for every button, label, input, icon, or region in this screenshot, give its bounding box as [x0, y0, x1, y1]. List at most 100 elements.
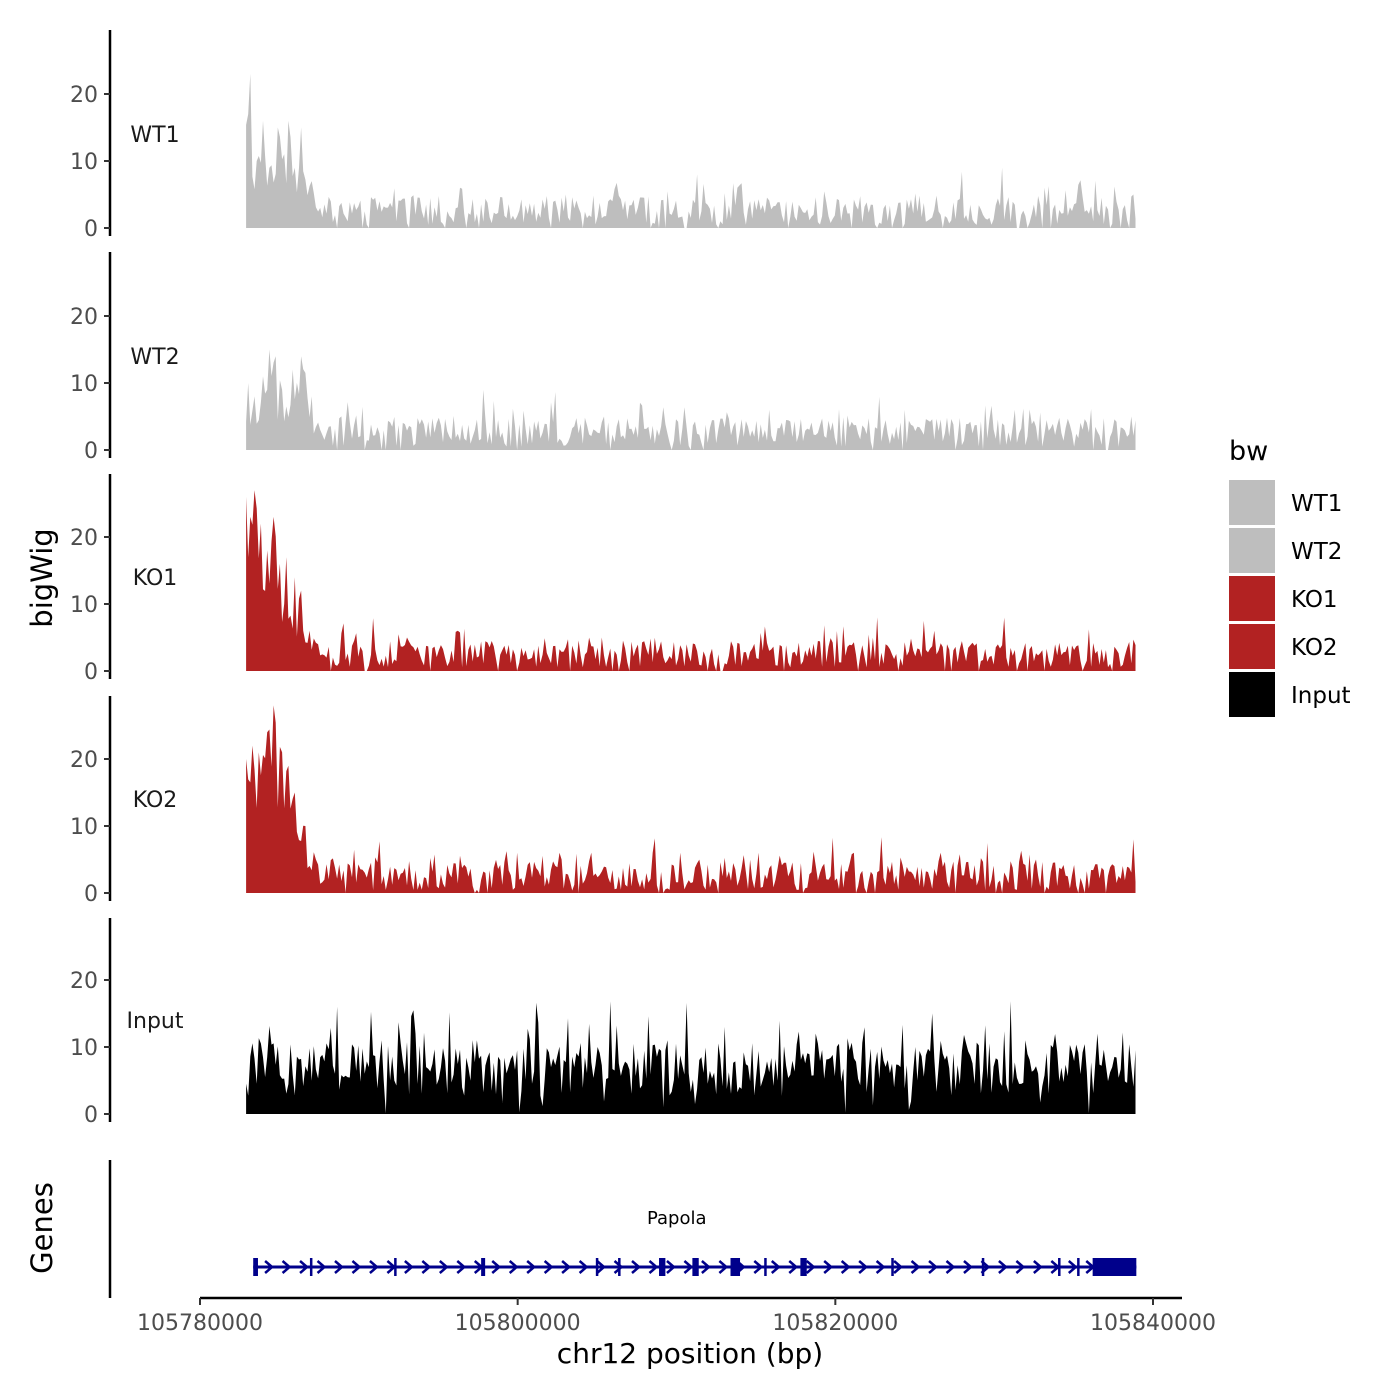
y-tick-label: 20	[70, 748, 98, 773]
strand-arrow	[543, 1260, 554, 1274]
strand-arrow	[526, 1260, 537, 1274]
y-tick-label: 0	[84, 882, 98, 907]
y-tick-label: 20	[70, 969, 98, 994]
legend-label-input: Input	[1291, 683, 1351, 709]
strand-arrow	[456, 1260, 467, 1274]
y-tick-label: 20	[70, 83, 98, 108]
strand-arrow	[666, 1260, 676, 1274]
gene-track-panel: Papola	[108, 1160, 1137, 1298]
x-axis: 105780000 105800000 105820000 105840000	[137, 1296, 1216, 1336]
exon-block	[481, 1258, 486, 1276]
x-tick-label: 105800000	[455, 1311, 581, 1336]
strand-arrow	[334, 1260, 344, 1274]
y-tick-label: 20	[70, 526, 98, 551]
panel-wt1: 0 10 20 WT1	[70, 30, 1136, 242]
strand-arrow	[701, 1260, 711, 1274]
strand-arrow	[351, 1260, 362, 1274]
genes-axis-title: Genes	[25, 1182, 59, 1274]
strand-arrow	[683, 1260, 694, 1274]
strand-arrow	[858, 1260, 869, 1274]
strand-arrow	[1015, 1260, 1026, 1274]
signal-area-input	[246, 1001, 1136, 1114]
legend-label-ko2: KO2	[1291, 635, 1338, 661]
exon-block	[659, 1258, 666, 1276]
legend: bw WT1 WT2 KO1 KO2 Input	[1229, 436, 1351, 717]
exon-block	[1092, 1258, 1137, 1276]
x-axis-title: chr12 position (bp)	[557, 1337, 823, 1370]
signal-area-ko2	[246, 705, 1136, 893]
y-tick-label: 0	[84, 217, 98, 242]
strand-arrow	[508, 1260, 519, 1274]
strand-arrow	[631, 1260, 641, 1274]
strand-arrow	[438, 1260, 449, 1274]
strand-arrow	[316, 1260, 327, 1274]
strand-arrow	[945, 1260, 956, 1274]
strand-arrow	[963, 1260, 973, 1274]
strand-arrow	[596, 1260, 606, 1274]
strand-arrow	[491, 1260, 502, 1274]
signal-area-wt2	[246, 349, 1136, 450]
y-axis-title: bigWig	[25, 528, 59, 627]
track-label-input: Input	[127, 1009, 184, 1034]
y-tick-label: 20	[70, 305, 98, 330]
legend-label-ko1: KO1	[1291, 587, 1338, 613]
y-tick-label: 10	[70, 150, 98, 175]
signal-panels: 0 10 20 WT1 0 10 20 WT2 0 10 20 KO1 0 10 20 KO2 0 10 20 Inp…	[70, 30, 1136, 1128]
strand-arrow	[840, 1260, 851, 1274]
legend-swatch-ko2	[1229, 624, 1275, 669]
legend-title: bw	[1229, 436, 1268, 467]
strand-arrow	[910, 1260, 921, 1274]
strand-arrow	[788, 1260, 799, 1274]
exon-block	[692, 1258, 699, 1276]
track-label-ko1: KO1	[133, 566, 178, 591]
y-tick-label: 10	[70, 1036, 98, 1061]
x-tick-label: 105780000	[137, 1311, 263, 1336]
gene-name-label: Papola	[647, 1208, 707, 1229]
signal-area-ko1	[246, 490, 1136, 671]
strand-arrow	[299, 1260, 309, 1274]
strand-arrow	[718, 1260, 729, 1274]
panel-ko2: 0 10 20 KO2	[70, 696, 1136, 907]
strand-arrow	[369, 1260, 379, 1274]
panel-wt2: 0 10 20 WT2	[70, 252, 1136, 464]
y-tick-label: 10	[70, 593, 98, 618]
track-label-ko2: KO2	[133, 788, 178, 813]
strand-arrow	[578, 1260, 589, 1274]
y-tick-label: 0	[84, 1103, 98, 1128]
strand-arrow	[561, 1260, 572, 1274]
strand-arrow	[404, 1260, 414, 1274]
exon-block	[253, 1258, 258, 1276]
strand-arrow	[805, 1260, 816, 1274]
strand-arrow	[1033, 1260, 1043, 1274]
panel-input: 0 10 20 Input	[70, 918, 1136, 1128]
strand-arrow	[893, 1260, 903, 1274]
legend-swatch-wt1	[1229, 480, 1275, 525]
y-tick-label: 0	[84, 660, 98, 685]
strand-arrow	[1067, 1260, 1078, 1274]
strand-arrow	[421, 1260, 432, 1274]
track-label-wt2: WT2	[130, 345, 179, 370]
strand-arrow	[875, 1260, 886, 1274]
strand-arrow	[753, 1260, 764, 1274]
x-tick-label: 105820000	[772, 1311, 898, 1336]
strand-arrow	[998, 1260, 1008, 1274]
y-tick-label: 10	[70, 815, 98, 840]
y-tick-label: 10	[70, 372, 98, 397]
strand-arrow	[928, 1260, 938, 1274]
track-label-wt1: WT1	[130, 123, 179, 148]
legend-swatch-ko1	[1229, 576, 1275, 621]
strand-arrow	[648, 1260, 659, 1274]
exon-block	[730, 1258, 741, 1276]
x-tick-label: 105840000	[1090, 1311, 1216, 1336]
strand-arrow	[613, 1260, 624, 1274]
strand-arrow	[770, 1260, 781, 1274]
panel-ko1: 0 10 20 KO1	[70, 474, 1136, 685]
legend-swatch-wt2	[1229, 528, 1275, 573]
legend-label-wt2: WT2	[1291, 539, 1342, 565]
strand-arrow	[264, 1260, 275, 1274]
signal-area-wt1	[246, 73, 1136, 229]
y-tick-label: 0	[84, 439, 98, 464]
exon-block	[800, 1258, 807, 1276]
strand-arrow	[823, 1260, 834, 1274]
